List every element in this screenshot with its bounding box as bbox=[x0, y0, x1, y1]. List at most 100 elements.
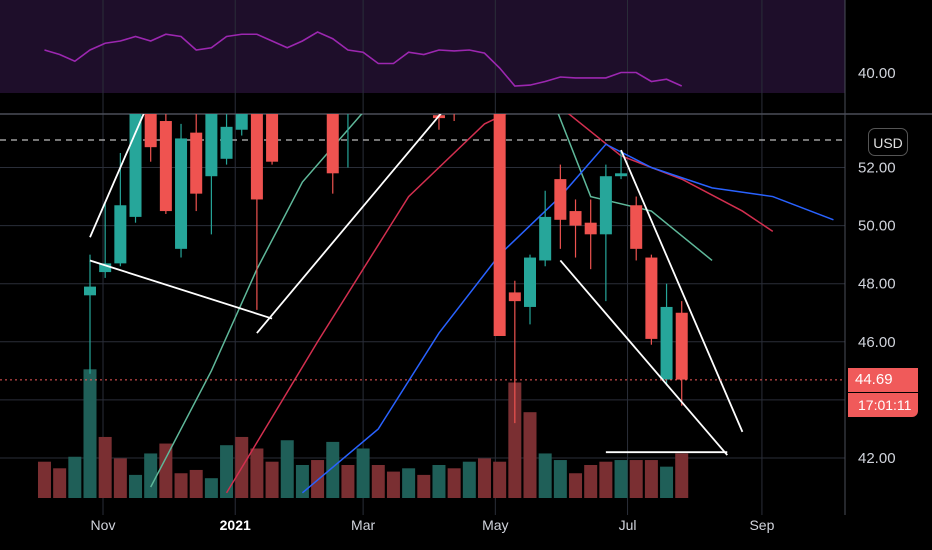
candle bbox=[524, 254, 537, 325]
candle bbox=[159, 114, 172, 214]
candle-body bbox=[99, 263, 112, 273]
volume-bar bbox=[280, 440, 294, 498]
candle-body bbox=[508, 292, 521, 302]
candle-body bbox=[630, 205, 643, 249]
price-tick-label: 50.00 bbox=[858, 218, 896, 235]
volume-bar bbox=[675, 453, 689, 498]
candle bbox=[114, 152, 127, 267]
volume-bar bbox=[629, 460, 643, 498]
volume-bar bbox=[614, 460, 628, 498]
candle bbox=[660, 283, 673, 386]
candle-body bbox=[190, 132, 203, 194]
candle-body bbox=[493, 114, 506, 336]
volume-bar bbox=[447, 468, 461, 498]
moving-average-line bbox=[225, 114, 774, 494]
volume-bar bbox=[265, 461, 279, 498]
volume-bar bbox=[523, 412, 537, 498]
volume-bar bbox=[644, 460, 658, 498]
candle bbox=[584, 199, 597, 270]
candle bbox=[645, 254, 658, 345]
candle-body bbox=[342, 95, 354, 101]
time-tick-label: Nov bbox=[91, 517, 116, 533]
candle bbox=[675, 301, 688, 406]
volume-bar bbox=[553, 460, 567, 498]
volume-bar bbox=[113, 458, 127, 498]
volume-bars bbox=[37, 369, 689, 498]
candle bbox=[539, 190, 552, 267]
time-tick-label: May bbox=[482, 517, 508, 533]
candle-body bbox=[569, 211, 582, 226]
trendline[interactable] bbox=[89, 259, 273, 320]
price-tick-label: 46.00 bbox=[858, 334, 896, 351]
price-tick-label: 52.00 bbox=[858, 160, 896, 177]
volume-bar bbox=[250, 448, 264, 498]
candle-body bbox=[615, 173, 628, 177]
volume-bar bbox=[204, 478, 218, 498]
bar-countdown-label: 17:01:11 bbox=[848, 393, 918, 417]
candle-body bbox=[84, 286, 96, 296]
candle bbox=[129, 114, 142, 223]
rsi-axis: 40.00 bbox=[858, 65, 896, 82]
volume-bar bbox=[660, 466, 674, 498]
candle-body bbox=[235, 114, 248, 130]
rsi-line bbox=[44, 31, 683, 87]
currency-button[interactable]: USD bbox=[868, 128, 908, 156]
candle-body bbox=[645, 257, 658, 339]
volume-bar bbox=[83, 369, 97, 498]
candle-body bbox=[448, 104, 460, 110]
candle bbox=[250, 114, 263, 310]
volume-bar bbox=[174, 473, 188, 498]
volume-bar bbox=[477, 458, 491, 498]
candle bbox=[144, 114, 157, 162]
moving-average-line bbox=[301, 143, 834, 494]
candle-body bbox=[584, 222, 597, 235]
trendline-drawings[interactable] bbox=[89, 98, 744, 456]
candle bbox=[175, 123, 188, 258]
candle-body bbox=[524, 257, 537, 307]
time-axis[interactable]: Nov 2021 Mar May Jul Sep bbox=[91, 517, 775, 533]
candle-body bbox=[266, 114, 279, 162]
trendline[interactable] bbox=[620, 149, 744, 433]
trendline[interactable] bbox=[89, 98, 151, 238]
trendline[interactable] bbox=[559, 259, 728, 456]
candle-body bbox=[539, 216, 552, 261]
volume-bar bbox=[569, 473, 583, 498]
volume-bar bbox=[432, 465, 446, 498]
candle-body bbox=[554, 179, 567, 220]
candle bbox=[448, 104, 460, 122]
candle bbox=[432, 114, 445, 130]
volume-bar bbox=[53, 468, 67, 498]
volume-bar bbox=[144, 453, 158, 498]
volume-bar bbox=[311, 460, 325, 498]
rsi-indicator-pane bbox=[0, 31, 845, 141]
time-tick-label: Sep bbox=[749, 517, 774, 533]
volume-bar bbox=[220, 445, 234, 498]
volume-bar bbox=[68, 456, 82, 498]
candle-body bbox=[326, 114, 339, 174]
candle bbox=[326, 114, 339, 194]
time-tick-label: Jul bbox=[619, 517, 637, 533]
candle bbox=[84, 254, 96, 374]
volume-bar bbox=[462, 461, 476, 498]
volume-bar bbox=[371, 465, 385, 498]
volume-bar bbox=[493, 461, 507, 498]
candle bbox=[630, 196, 643, 261]
candle-body bbox=[599, 176, 612, 235]
volume-bar bbox=[508, 382, 522, 498]
trendline[interactable] bbox=[256, 98, 454, 334]
candle-body bbox=[114, 205, 127, 264]
candle-body bbox=[175, 138, 188, 249]
candle bbox=[493, 114, 506, 336]
candle-body bbox=[159, 121, 172, 212]
volume-bar bbox=[37, 461, 51, 498]
rsi-pane-background bbox=[0, 0, 845, 93]
volume-bar bbox=[402, 468, 416, 498]
volume-bar bbox=[356, 448, 370, 498]
candle-body bbox=[129, 114, 142, 217]
candle bbox=[569, 199, 582, 258]
candle-body bbox=[144, 114, 157, 148]
volume-bar bbox=[538, 453, 552, 498]
volume-bar bbox=[417, 474, 431, 498]
